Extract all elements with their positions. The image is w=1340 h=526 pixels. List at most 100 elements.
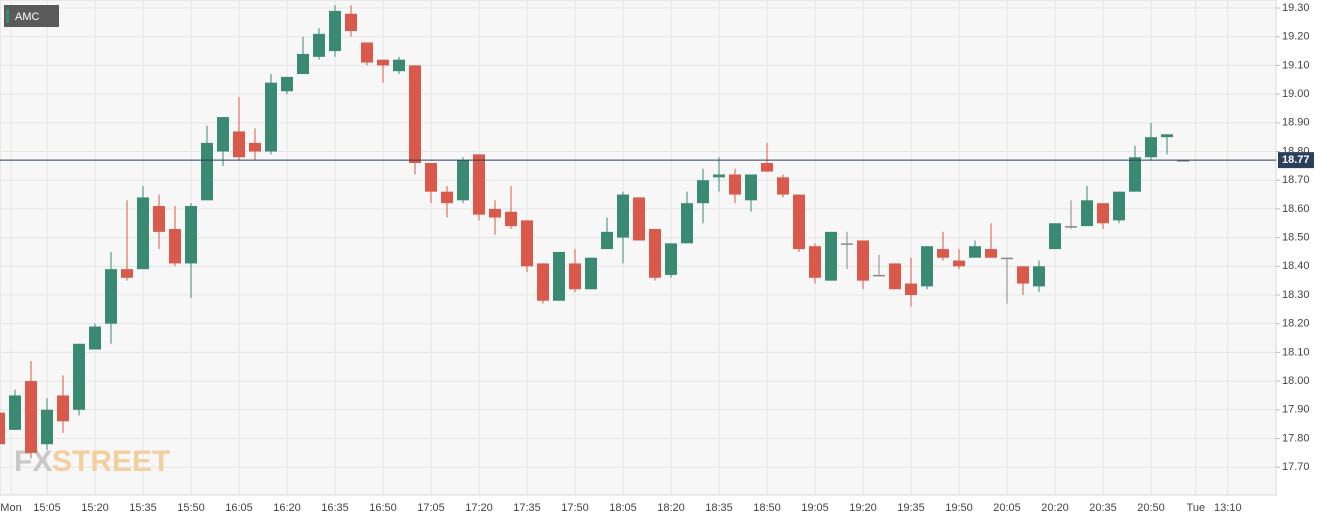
candle-body [9,395,21,430]
y-tick-label: 19.30 [1282,2,1310,14]
candle-body [617,194,629,238]
y-tick-label: 17.90 [1282,404,1310,416]
candle-body [1049,223,1061,250]
candle-body [57,395,69,422]
x-tick-label: 19:35 [897,502,925,514]
candle-body [857,240,869,281]
price-label: 18.77 [1282,154,1310,166]
candle-body [969,246,981,258]
x-tick-label: Mon [0,502,21,514]
candle-body [345,13,357,31]
x-tick-label: 20:35 [1089,502,1117,514]
x-tick-label: Tue [1187,502,1206,514]
x-tick-label: 18:50 [753,502,781,514]
candle-body [217,117,229,152]
y-tick-label: 18.90 [1282,117,1310,129]
y-tick-label: 18.00 [1282,375,1310,387]
y-tick-label: 18.30 [1282,289,1310,301]
candle-body [921,246,933,287]
candle-body [409,65,421,163]
x-tick-label: 19:05 [801,502,829,514]
y-tick-label: 17.70 [1282,461,1310,473]
candle-body [1065,226,1077,228]
x-tick-label: 17:50 [561,502,589,514]
candle-body [825,231,837,281]
x-tick-label: 18:20 [657,502,685,514]
x-tick-label: 20:50 [1137,502,1165,514]
candle-body [441,191,453,204]
candle-body [137,197,149,270]
candle-body [201,142,213,201]
candle-body [665,243,677,275]
candle-body [1017,266,1029,284]
candle-body [761,162,773,172]
candle-body [553,251,565,301]
candle-body [953,260,965,267]
candle-body [1177,160,1189,162]
legend-box [4,5,59,27]
x-tick-label: 16:50 [369,502,397,514]
candle-body [153,206,165,232]
x-tick-label: 17:35 [513,502,541,514]
candle-body [329,10,341,52]
y-tick-label: 18.50 [1282,232,1310,244]
candle-body [633,197,645,241]
x-tick-label: 17:05 [417,502,445,514]
candle-body [1113,191,1125,221]
candle-body [393,59,405,72]
candle-body [793,194,805,250]
candle-body [473,154,485,215]
candle-body [377,59,389,66]
x-tick-label: 16:20 [273,502,301,514]
candle-body [265,82,277,152]
price-label-box [1278,152,1314,169]
candle-body [1161,134,1173,138]
x-tick-label: 13:10 [1214,502,1242,514]
candle-body [601,231,613,250]
candle-body [233,131,245,158]
candle-body [1081,200,1093,227]
candle-body [121,269,133,278]
y-tick-label: 18.40 [1282,260,1310,272]
candle-body [681,203,693,244]
y-tick-label: 18.10 [1282,346,1310,358]
plot-area [0,0,1277,496]
candle-body [1145,137,1157,158]
x-tick-label: 15:50 [177,502,205,514]
candle-body [729,174,741,195]
candle-body [457,160,469,201]
x-tick-label: 16:05 [225,502,253,514]
candle-body [105,269,117,324]
candle-body [537,263,549,301]
candle-body [313,33,325,57]
candle-body [425,162,437,192]
x-tick-label: 18:05 [609,502,637,514]
candle-body [521,220,533,267]
x-tick-label: 20:05 [993,502,1021,514]
candle-body [169,228,181,264]
x-tick-label: 15:20 [81,502,109,514]
candle-body [1001,257,1013,260]
candle-body [777,177,789,195]
watermark-street: STREET [52,445,170,478]
candle-body [937,249,949,258]
y-tick-label: 18.60 [1282,203,1310,215]
candle-body [713,174,725,178]
candle-body [889,263,901,290]
legend: AMC [4,5,59,27]
x-tick-label: 16:35 [321,502,349,514]
candle-body [297,53,309,75]
candle-body [41,409,53,445]
candle-body [249,142,261,152]
y-tick-label: 19.10 [1282,59,1310,71]
x-tick-label: 19:20 [849,502,877,514]
candle-body [809,246,821,278]
candles [0,5,1189,459]
candle-body [185,206,197,264]
legend-label: AMC [15,11,40,23]
y-tick-label: 19.00 [1282,88,1310,100]
candle-body [649,228,661,278]
legend-swatch [6,9,9,23]
candle-body [489,208,501,218]
